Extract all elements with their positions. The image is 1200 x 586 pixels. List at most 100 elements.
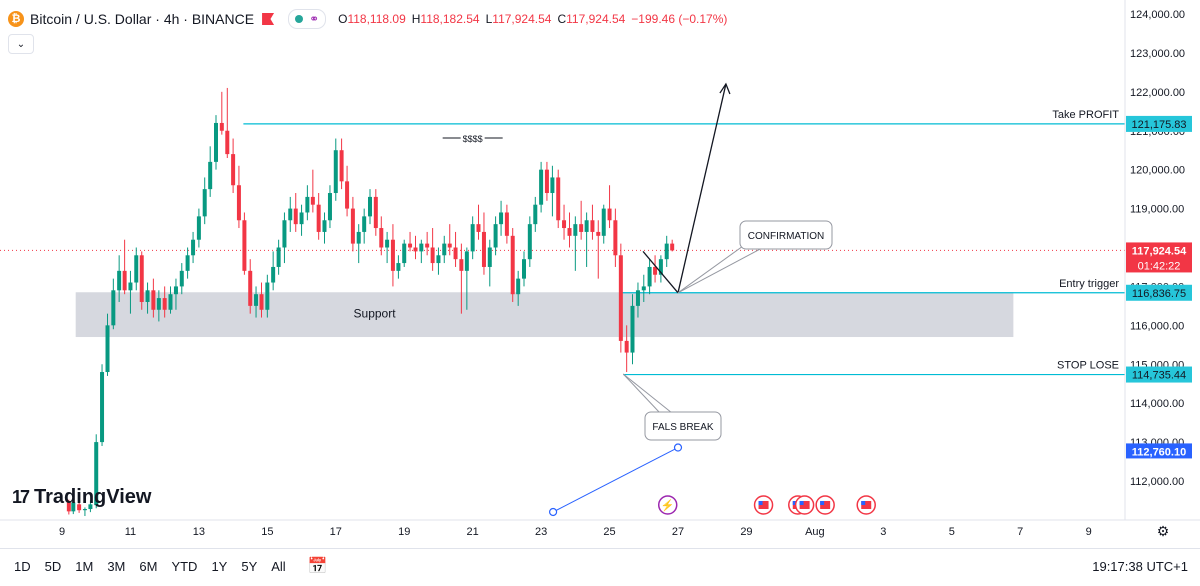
support-zone-label: Support [354,306,397,320]
y-tick-label: 112,000.00 [1130,476,1184,488]
x-tick-label: 23 [535,526,547,538]
current-price-tag-text: 117,924.54 [1132,245,1187,257]
timeframe-button-ytd[interactable]: YTD [171,558,198,574]
candle-body-96 [613,220,618,256]
candle-body-87 [562,220,567,229]
false-break-pointer-b [622,373,673,414]
candle-body-99 [630,305,635,353]
candle-body-41 [299,212,304,225]
us-flag-stripe-3 [820,501,831,509]
timeframe-button-3m[interactable]: 3M [107,558,126,574]
level-name-0: Take PROFIT [1052,109,1119,121]
candle-body-39 [288,208,293,221]
support-zone-layer: Support [75,292,1014,338]
candle-body-42 [305,196,310,213]
timeframe-button-1m[interactable]: 1M [75,558,94,574]
y-tick-label: 114,000.00 [1130,398,1184,410]
candle-body-14 [145,290,150,302]
y-tick-label: 124,000.00 [1130,9,1185,21]
price-chart[interactable]: Support Take PROFIT Entry trigger STOP LOS… [0,0,1200,548]
candle-body-88 [567,228,572,236]
candle-body-19 [173,286,178,295]
candle-body-18 [168,294,173,310]
candle-body-51 [356,231,361,244]
x-tick-label: 3 [880,526,886,538]
candle-body-31 [242,220,247,271]
timeframe-button-6m[interactable]: 6M [139,558,158,574]
candle-body-102 [647,266,652,287]
collapse-chevron-button[interactable]: ⌄ [8,34,34,54]
timeframe-button-1y[interactable]: 1Y [211,558,228,574]
candle-body-74 [487,247,492,267]
confirmation-callout-pointer-a [677,240,751,294]
tradingview-mark-icon: 17 [12,487,30,507]
candle-body-10 [122,270,127,291]
timeframe-button-all[interactable]: All [271,558,286,574]
level-tag-1 [1126,284,1192,301]
candle-body-17 [162,298,167,310]
candle-body-5 [94,442,99,506]
x-tick-label: 13 [193,526,205,538]
calendar-icon[interactable]: 📅 [307,558,328,575]
candle-body-16 [156,298,161,310]
close-key: C [557,12,567,26]
timeframe-button-1d[interactable]: 1D [14,558,31,574]
candle-body-28 [225,130,230,155]
candle-body-11 [128,282,133,291]
timeframe-button-5d[interactable]: 5D [44,558,62,574]
x-tick-label: Aug [805,526,825,538]
indicator-pill[interactable]: ⚭ [288,9,327,29]
candle-body-103 [653,266,658,275]
chart-header: ₿ Bitcoin / U.S. Dollar · 4h · BINANCE ⚭… [8,8,727,30]
candle-body-68 [453,247,458,260]
confirmation-callout-text: CONFIRMATION [748,231,824,242]
us-flag-canton-2 [799,501,804,505]
candle-body-61 [413,247,418,252]
high-key: H [411,12,421,26]
candle-body-58 [396,263,401,271]
y-tick-label: 119,000.00 [1130,204,1184,216]
x-tick-label: 19 [398,526,410,538]
candle-body-7 [105,325,110,373]
candle-body-94 [601,208,606,236]
open-key: O [338,12,348,26]
candle-body-57 [390,239,395,271]
y-tick-label: 116,000.00 [1130,320,1184,332]
candle-body-0 [66,501,71,512]
candle-body-71 [470,224,475,252]
x-tick-label: 29 [740,526,752,538]
candle-body-53 [368,196,372,217]
gear-icon[interactable]: ⚙ [1156,523,1170,539]
projection-arrow-head [719,82,731,95]
axes-layer: 124,000.00123,000.00122,000.00121,000.00… [0,0,1200,538]
candle-body-20 [179,270,184,287]
false-break-box [644,411,722,441]
us-flag-stripe-0 [758,501,769,509]
x-tick-label: 7 [1017,526,1023,538]
close-value: 117,924.54 [566,12,626,26]
candle-body-97 [618,255,623,341]
candle-body-38 [282,220,287,248]
candle-body-60 [408,243,413,248]
x-tick-label: 5 [949,526,955,538]
clock-readout[interactable]: 19:17:38 UTC+1 [1092,559,1188,574]
candle-body-106 [670,243,675,251]
x-tick-label: 17 [330,526,342,538]
timeframe-button-5y[interactable]: 5Y [241,558,258,574]
candle-body-48 [339,150,344,182]
open-value: 118,118.09 [347,12,406,26]
flag-icon[interactable] [262,13,275,25]
x-tick-label: 27 [672,526,684,538]
candle-body-22 [191,239,196,256]
symbol-title[interactable]: Bitcoin / U.S. Dollar · 4h · BINANCE [30,11,255,27]
candle-body-82 [533,204,538,225]
y-tick-label: 120,000.00 [1130,165,1185,177]
confirmation-callout-pointer-b [677,246,765,294]
candle-body-54 [373,196,378,229]
candle-body-89 [573,224,578,236]
share-icon[interactable]: ⚭ [309,12,320,26]
high-value: 118,182.54 [420,12,480,26]
y-tick-label: 122,000.00 [1130,87,1185,99]
candle-body-2 [77,504,82,511]
candle-body-29 [231,154,236,186]
